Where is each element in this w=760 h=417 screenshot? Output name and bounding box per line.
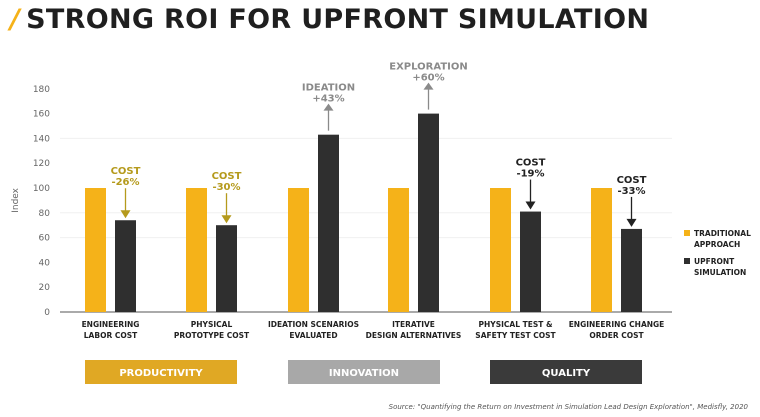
annotation-label: -26% [111,177,139,188]
annotation-label: COST [617,175,647,186]
y-tick-label: 20 [39,283,51,293]
y-tick-label: 60 [39,234,51,244]
y-tick-label: 180 [33,85,50,95]
group-label: PRODUCTIVITY [119,368,203,379]
legend-label: SIMULATION [694,268,746,277]
y-tick-label: 160 [33,110,50,120]
category-label: LABOR COST [84,331,138,340]
category-label: ENGINEERING [82,320,140,329]
bar-traditional [490,188,511,312]
bar-traditional [288,188,309,312]
group-band-innovation [288,360,440,384]
annotation-label: -19% [516,169,544,180]
annotation-label: COST [516,158,546,169]
bar-traditional [591,188,612,312]
bar-traditional [388,188,409,312]
y-tick-label: 100 [33,184,50,194]
arrow-up-icon [323,103,334,111]
bar-upfront [418,113,439,312]
group-band-quality [490,360,642,384]
category-label: IDEATION SCENARIOS [268,320,359,329]
legend-swatch [684,230,690,236]
legend-label: TRADITIONAL [694,229,751,238]
annotation-label: +60% [412,73,444,84]
bar-upfront [318,134,339,312]
title-text: STRONG ROI FOR UPFRONT SIMULATION [26,4,650,35]
category-label: PROTOTYPE COST [174,331,250,340]
arrow-down-icon [626,218,637,227]
bar-upfront [216,225,237,312]
annotation-label: EXPLORATION [389,62,467,73]
bar-traditional [186,188,207,312]
y-tick-label: 140 [33,134,50,144]
category-label: PHYSICAL [191,320,233,329]
group-band-productivity [85,360,237,384]
bar-traditional [85,188,106,312]
source-note: Source: "Quantifying the Return on Inves… [388,403,748,411]
legend-swatch [684,258,690,264]
annotation-label: -33% [617,186,645,197]
category-label: ENGINEERING CHANGE [569,320,665,329]
y-tick-label: 80 [39,209,51,219]
slash-mark: / [10,4,21,35]
arrow-up-icon [423,82,434,90]
annotation-label: COST [111,166,141,177]
bar-upfront [621,228,642,312]
arrow-down-icon [120,210,131,219]
category-label: SAFETY TEST COST [475,331,556,340]
legend-label: UPFRONT [694,257,735,266]
legend-label: APPROACH [694,240,740,249]
annotation-label: -30% [212,182,240,193]
y-tick-label: 120 [33,159,50,169]
annotation-label: COST [212,171,242,182]
page-title: / STRONG ROI FOR UPFRONT SIMULATION [10,4,649,35]
category-label: DESIGN ALTERNATIVES [366,331,462,340]
annotation-label: +43% [312,94,344,105]
bar-upfront [520,211,541,312]
group-label: QUALITY [542,368,591,379]
category-label: ITERATIVE [392,320,435,329]
arrow-down-icon [221,215,232,224]
arrow-down-icon [525,201,536,210]
y-tick-label: 0 [44,308,50,318]
y-tick-label: 40 [39,258,51,268]
bar-upfront [115,220,136,312]
category-label: PHYSICAL TEST & [478,320,552,329]
category-label: EVALUATED [289,331,337,340]
annotation-label: IDEATION [302,83,355,94]
category-label: ORDER COST [589,331,644,340]
y-axis-label: Index [11,187,21,212]
group-label: INNOVATION [329,368,399,379]
